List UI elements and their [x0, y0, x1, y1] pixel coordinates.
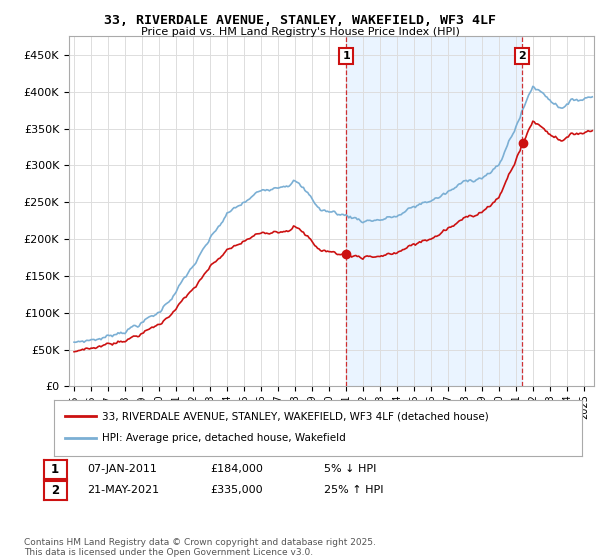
Text: 33, RIVERDALE AVENUE, STANLEY, WAKEFIELD, WF3 4LF (detached house): 33, RIVERDALE AVENUE, STANLEY, WAKEFIELD… [101, 411, 488, 421]
Text: HPI: Average price, detached house, Wakefield: HPI: Average price, detached house, Wake… [101, 433, 345, 444]
Text: £184,000: £184,000 [210, 464, 263, 474]
Text: 2: 2 [518, 50, 526, 60]
Text: Price paid vs. HM Land Registry's House Price Index (HPI): Price paid vs. HM Land Registry's House … [140, 27, 460, 37]
Text: 2: 2 [51, 484, 59, 497]
Text: 1: 1 [343, 50, 350, 60]
Text: 07-JAN-2011: 07-JAN-2011 [87, 464, 157, 474]
Text: £335,000: £335,000 [210, 485, 263, 495]
Text: 21-MAY-2021: 21-MAY-2021 [87, 485, 159, 495]
Text: 33, RIVERDALE AVENUE, STANLEY, WAKEFIELD, WF3 4LF: 33, RIVERDALE AVENUE, STANLEY, WAKEFIELD… [104, 14, 496, 27]
Text: 1: 1 [51, 463, 59, 477]
Bar [346, 36, 523, 386]
Text: 25% ↑ HPI: 25% ↑ HPI [324, 485, 383, 495]
Text: Contains HM Land Registry data © Crown copyright and database right 2025.
This d: Contains HM Land Registry data © Crown c… [24, 538, 376, 557]
Text: 5% ↓ HPI: 5% ↓ HPI [324, 464, 376, 474]
